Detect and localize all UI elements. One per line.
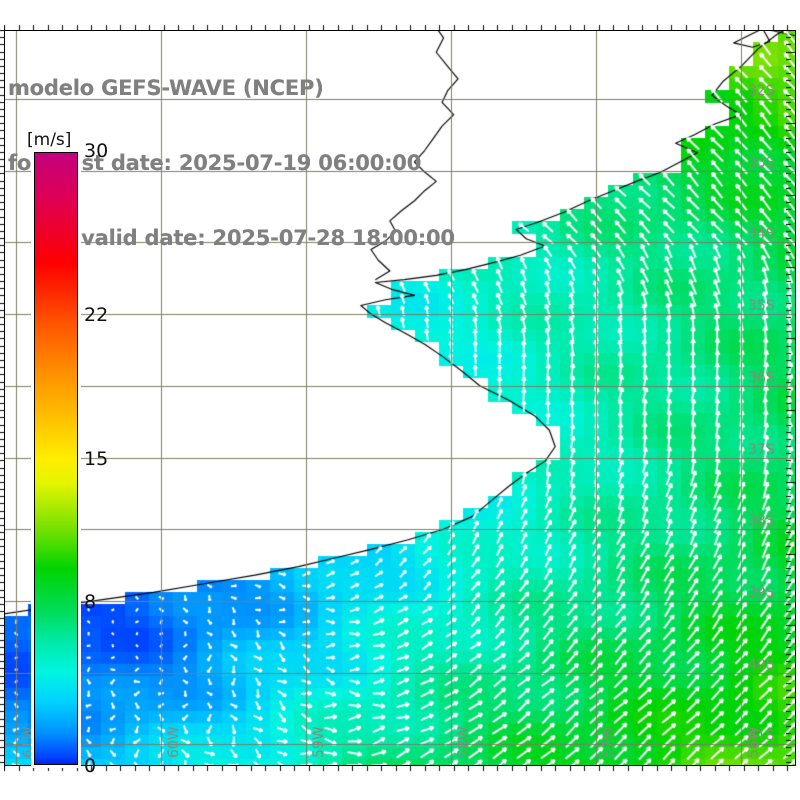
colorbar-tick-15: 15 [84, 447, 109, 470]
longitude-label-60W: 60W [165, 726, 182, 758]
longitude-label-57W: 57W [600, 726, 617, 758]
latitude-label-34S: 34S [748, 226, 775, 243]
longitude-label-59W: 59W [310, 726, 327, 758]
colorbar-unit-label: [m/s] [27, 130, 72, 150]
latitude-label-37S: 37S [748, 441, 775, 458]
map-plot-area [4, 30, 796, 766]
model-name-line: modelo GEFS-WAVE (NCEP) [8, 76, 324, 100]
latitude-label-41S: 41S [748, 728, 775, 745]
colorbar [31, 149, 81, 768]
latitude-label-39S: 39S [748, 585, 775, 601]
longitude-label-58W: 58W [455, 726, 472, 758]
map-gridlines [4, 30, 796, 766]
latitude-label-40S: 40S [748, 656, 775, 673]
map-title-block: modelo GEFS-WAVE (NCEP) forecast date: 2… [8, 26, 528, 301]
colorbar-tick-8: 8 [84, 590, 97, 613]
colorbar-gradient [33, 151, 79, 766]
colorbar-tick-22: 22 [84, 304, 109, 327]
valid-date-line: valid date: 2025-07-28 18:00:00 [81, 226, 455, 250]
bottom-tick-ruler [4, 766, 796, 776]
latitude-label-36S: 36S [748, 369, 775, 386]
latitude-label-32S: 32S [748, 82, 775, 99]
colorbar-tick-30: 30 [84, 140, 109, 162]
latitude-label-35S: 35S [748, 298, 775, 315]
latitude-label-33S: 33S [748, 154, 775, 171]
latitude-label-38S: 38S [748, 513, 775, 530]
forecast-date-line: forecast date: 2025-07-19 06:00:00 [8, 151, 422, 175]
colorbar-tick-0: 0 [84, 755, 97, 777]
